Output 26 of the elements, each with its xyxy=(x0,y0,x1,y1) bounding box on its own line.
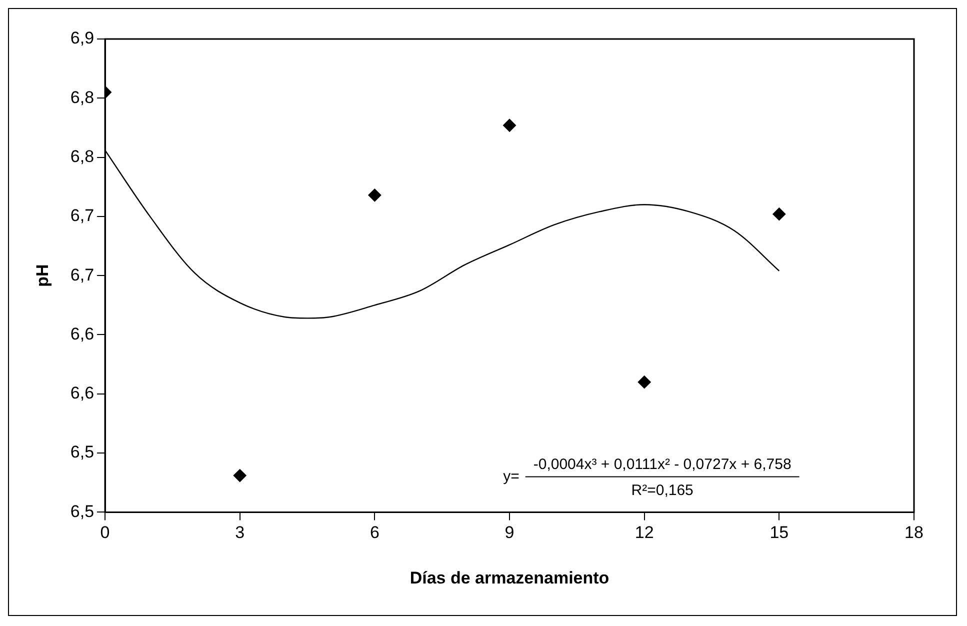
point xyxy=(638,376,651,389)
x-tick-label: 18 xyxy=(904,523,924,542)
point xyxy=(772,208,786,221)
y-tick-label: 6,5 xyxy=(70,442,94,462)
point xyxy=(368,188,382,202)
y-axis-title: pH xyxy=(32,264,52,287)
y-tick-label: 6,7 xyxy=(70,265,94,284)
x-tick-label: 0 xyxy=(100,523,110,542)
x-axis-title: Días de armazenamiento xyxy=(410,568,610,588)
x-tick-label: 9 xyxy=(504,523,514,542)
x-tick-label: 15 xyxy=(770,523,789,542)
y-tick-label: 6,9 xyxy=(70,28,94,48)
x-tick-label: 12 xyxy=(634,523,654,542)
y-tick-label: 6,8 xyxy=(70,88,94,107)
point xyxy=(503,118,516,132)
annotation: R²=0,165 xyxy=(631,482,694,499)
point xyxy=(233,469,246,482)
x-tick-label: 3 xyxy=(235,523,245,542)
annotation: y= xyxy=(503,468,520,485)
y-tick-label: 6,7 xyxy=(70,206,94,226)
y-tick-label: 6,6 xyxy=(70,384,94,403)
y-tick-label: 6,6 xyxy=(70,324,94,344)
y-tick-label: 6,8 xyxy=(70,146,94,166)
annotation: -0,0004x³ + 0,0111x² - 0,0727x + 6,758 xyxy=(533,456,792,473)
x-tick-label: 6 xyxy=(370,523,380,542)
y-tick-label: 6,5 xyxy=(70,502,94,521)
